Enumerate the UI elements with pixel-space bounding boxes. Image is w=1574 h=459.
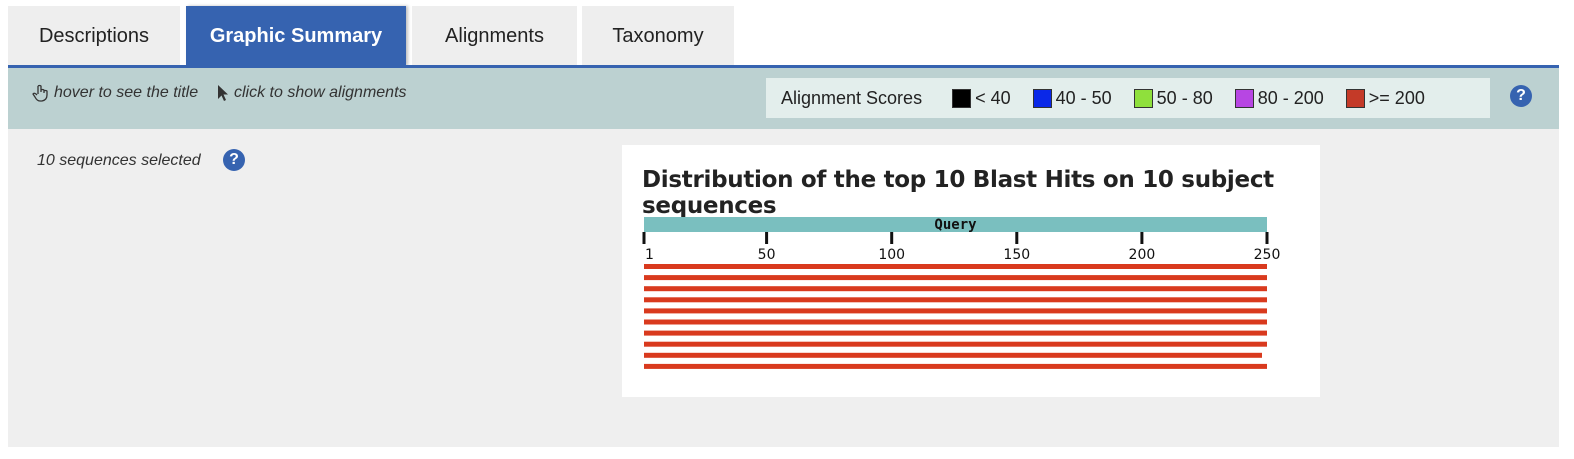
blast-hits-chart: Distribution of the top 10 Blast Hits on… <box>622 145 1320 397</box>
hit-bar[interactable] <box>644 308 1267 314</box>
chart-title: Distribution of the top 10 Blast Hits on… <box>642 167 1274 219</box>
hit-bar[interactable] <box>644 297 1267 303</box>
legend-label: 40 - 50 <box>1055 87 1112 108</box>
alignment-score-legend: Alignment Scores < 40 40 - 50 50 - 80 80… <box>766 78 1490 118</box>
legend-title: Alignment Scores <box>781 87 923 108</box>
legend-swatch <box>1234 88 1254 108</box>
tab-underline <box>8 65 1559 68</box>
selection-help-icon[interactable]: ? <box>223 149 245 171</box>
hit-bar[interactable] <box>644 352 1262 358</box>
axis-tick-label: 1 <box>645 247 654 263</box>
axis-tick-label: 100 <box>878 247 905 263</box>
legend-swatch <box>1345 88 1365 108</box>
legend-label: 50 - 80 <box>1156 87 1213 108</box>
legend-help-icon[interactable]: ? <box>1510 85 1532 107</box>
graphic-summary-panel: 10 sequences selected ? Distribution of … <box>8 129 1559 447</box>
query-label: Query <box>934 217 977 233</box>
axis-tick-label: 150 <box>1003 247 1030 263</box>
legend-item-gte200: >= 200 <box>1345 87 1425 109</box>
legend-swatch <box>1032 88 1052 108</box>
hand-pointer-icon <box>32 84 50 102</box>
query-bar <box>644 217 1267 232</box>
legend-swatch <box>952 88 972 108</box>
hit-bar[interactable] <box>644 330 1267 336</box>
tab-alignments[interactable]: Alignments <box>412 6 577 66</box>
legend-item-40-50: 40 - 50 <box>1032 87 1112 109</box>
tab-graphic-summary[interactable]: Graphic Summary <box>186 6 406 66</box>
sequences-selected-text: 10 sequences selected <box>37 152 201 169</box>
legend-item-50-80: 50 - 80 <box>1133 87 1213 109</box>
tab-bar: Descriptions Graphic Summary Alignments … <box>0 0 1574 68</box>
legend-item-lt40: < 40 <box>952 88 1011 109</box>
legend-item-80-200: 80 - 200 <box>1234 87 1324 109</box>
hit-bar[interactable] <box>644 319 1267 325</box>
click-hint: click to show alignments <box>216 84 407 102</box>
hover-hint-text: hover to see the title <box>54 84 199 101</box>
graphic-toolbar: hover to see the title click to show ali… <box>8 68 1559 129</box>
click-hint-text: click to show alignments <box>234 84 407 101</box>
hit-bar[interactable] <box>644 363 1267 369</box>
legend-label: 80 - 200 <box>1257 87 1324 108</box>
hit-bar[interactable] <box>644 264 1267 269</box>
hit-bar[interactable] <box>644 286 1267 292</box>
tab-descriptions[interactable]: Descriptions <box>8 6 180 66</box>
hit-bar[interactable] <box>644 341 1267 347</box>
legend-label: < 40 <box>975 87 1011 108</box>
legend-swatch <box>1133 88 1153 108</box>
hover-hint: hover to see the title <box>32 84 198 102</box>
tab-taxonomy[interactable]: Taxonomy <box>582 6 734 66</box>
legend-label: >= 200 <box>1368 87 1425 108</box>
axis-tick-label: 200 <box>1129 247 1156 263</box>
arrow-cursor-icon <box>216 84 230 102</box>
axis-tick-label: 50 <box>758 247 776 263</box>
hit-bar[interactable] <box>644 275 1267 281</box>
axis-tick-label: 250 <box>1254 247 1281 263</box>
